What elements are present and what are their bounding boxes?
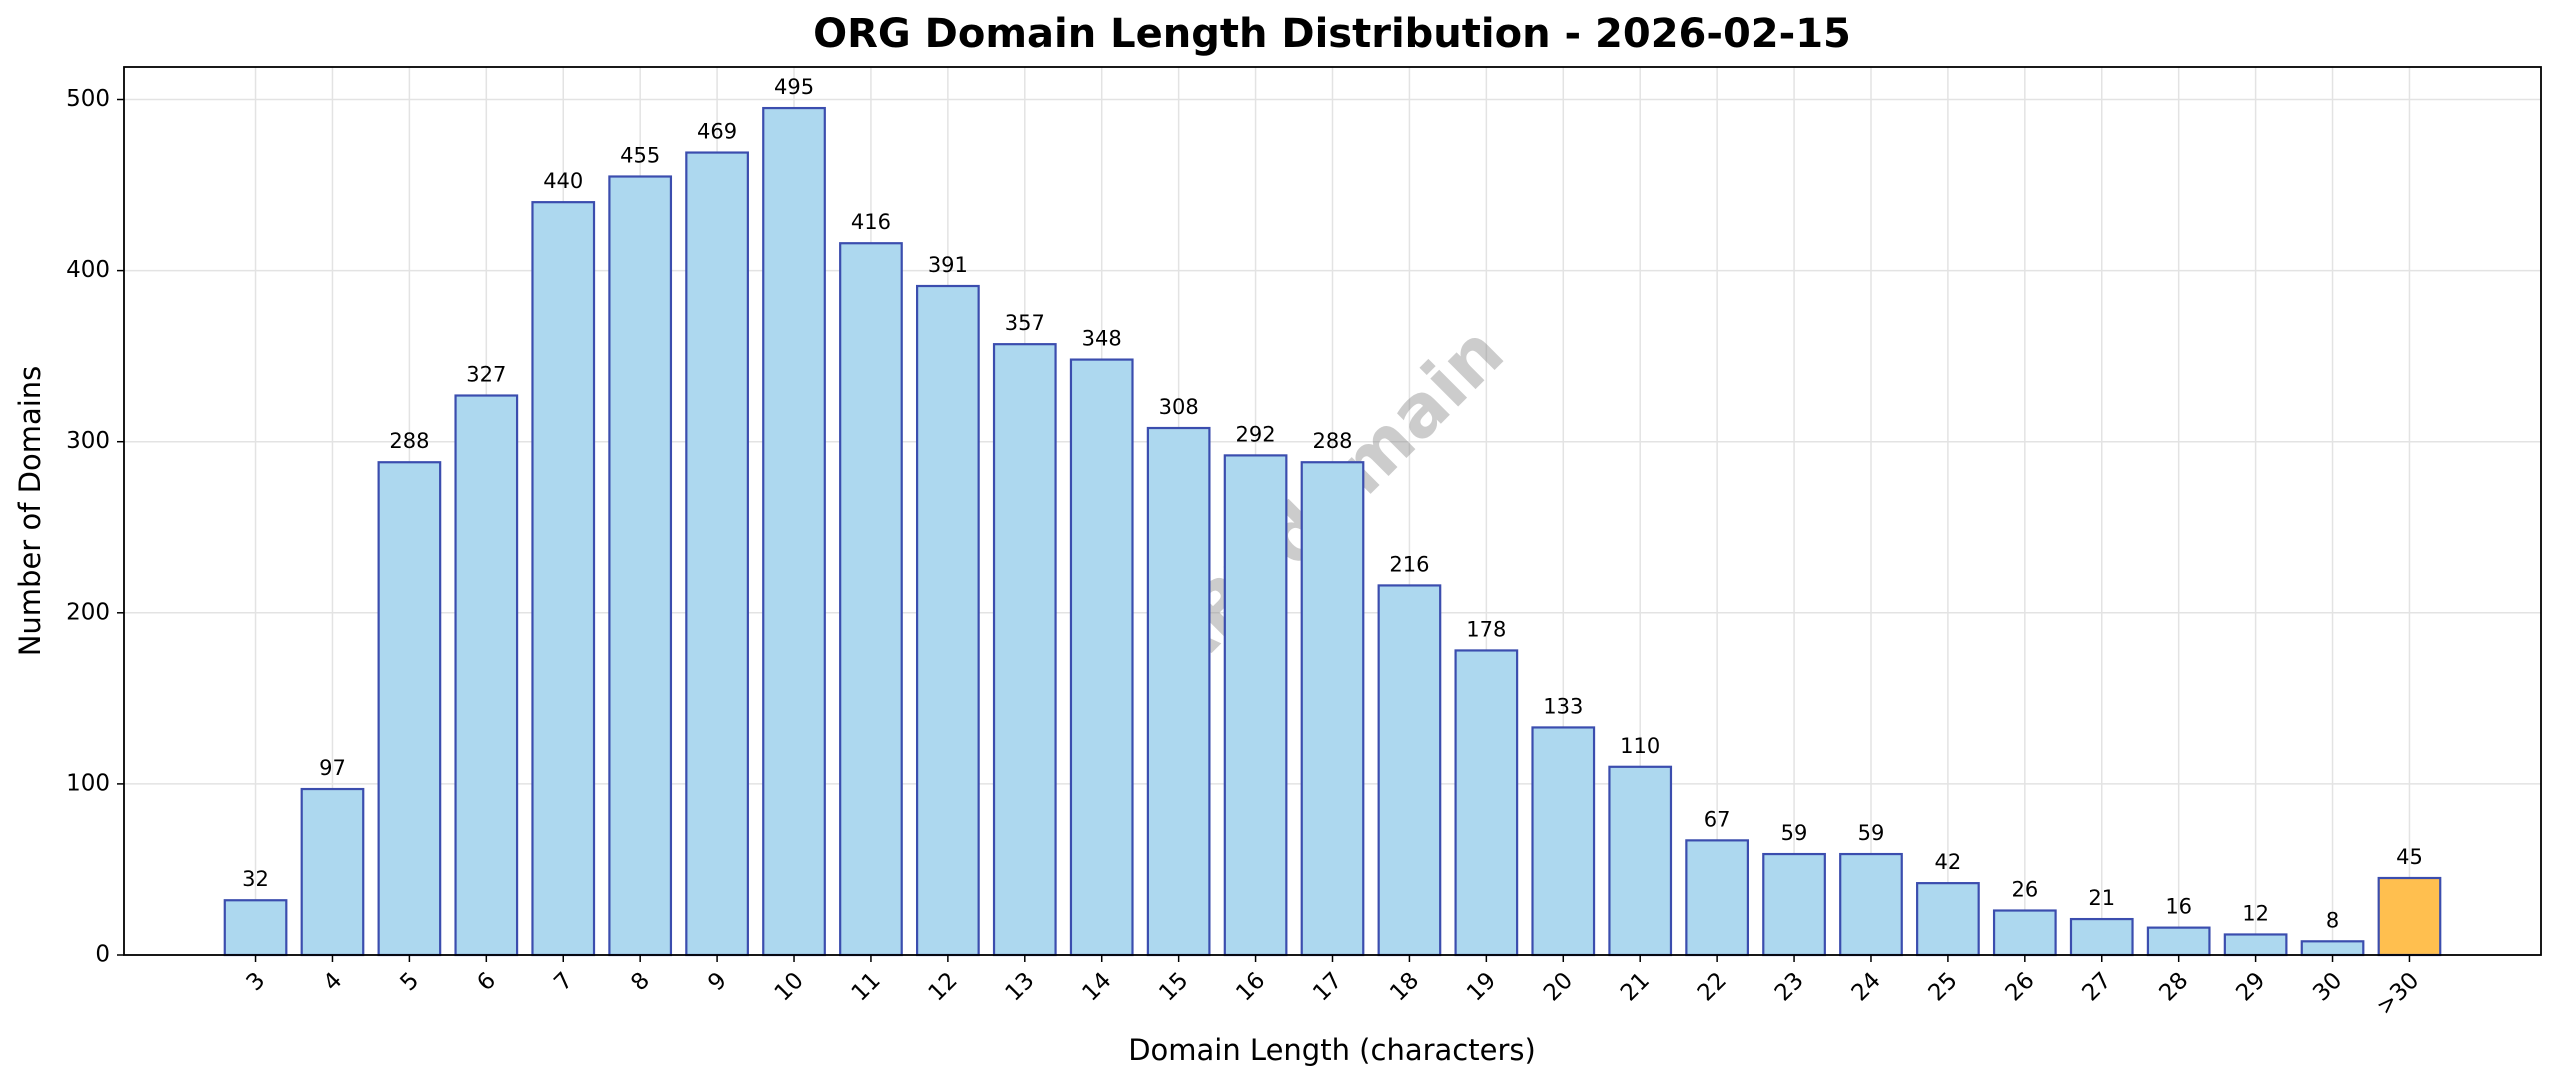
bar [839, 242, 903, 957]
y-tick-label: 500 [66, 86, 110, 112]
bar [1223, 454, 1288, 957]
value-label: 97 [319, 756, 346, 780]
bar [685, 151, 749, 957]
value-label: 308 [1159, 395, 1199, 419]
value-label: 16 [2165, 895, 2192, 919]
bar [1685, 839, 1749, 957]
bar [2377, 876, 2442, 957]
bar [2069, 917, 2134, 957]
bar [531, 201, 596, 957]
bar [1454, 649, 1519, 957]
bar [1608, 765, 1673, 957]
bar [1377, 584, 1442, 957]
bar [2146, 926, 2211, 957]
plot-frame [123, 66, 2542, 956]
bar [1762, 852, 1826, 957]
value-label: 288 [1312, 429, 1352, 453]
bar [608, 175, 673, 957]
chart-title: ORG Domain Length Distribution - 2026-02… [813, 11, 1851, 57]
bar [1992, 909, 2057, 957]
value-label: 327 [466, 363, 506, 387]
value-label: 416 [851, 210, 891, 234]
value-label: 216 [1389, 552, 1429, 576]
bar [454, 394, 519, 957]
bar [300, 787, 365, 957]
value-label: 440 [543, 169, 583, 193]
value-label: 59 [1781, 821, 1808, 845]
bar [1146, 426, 1211, 957]
value-label: 12 [2242, 901, 2269, 925]
bar [1300, 461, 1365, 957]
bar [223, 899, 288, 957]
value-label: 26 [2011, 878, 2038, 902]
value-label: 178 [1466, 617, 1506, 641]
y-tick-label: 200 [66, 599, 110, 625]
value-label: 455 [620, 144, 660, 168]
bar [1839, 852, 1903, 957]
value-label: 21 [2088, 886, 2115, 910]
value-label: 32 [242, 867, 269, 891]
bar [377, 461, 442, 957]
bar [1069, 358, 1134, 957]
x-axis-label: Domain Length (characters) [1128, 1033, 1536, 1067]
y-tick-label: 100 [66, 770, 110, 796]
bar [1916, 882, 1980, 957]
value-label: 133 [1543, 694, 1583, 718]
value-label: 42 [1935, 850, 1962, 874]
y-tick-label: 400 [66, 257, 110, 283]
bar [1531, 726, 1596, 957]
y-tick-label: 0 [95, 942, 110, 968]
bar [992, 343, 1057, 957]
y-tick-label: 300 [66, 428, 110, 454]
bar [762, 106, 826, 957]
value-label: 110 [1620, 734, 1660, 758]
y-axis-label: Number of Domains [13, 366, 47, 657]
value-label: 45 [2396, 845, 2423, 869]
bar [2300, 940, 2365, 957]
value-label: 348 [1082, 327, 1122, 351]
value-label: 59 [1858, 821, 1885, 845]
value-label: 292 [1236, 422, 1276, 446]
value-label: 67 [1704, 807, 1731, 831]
value-label: 288 [389, 429, 429, 453]
bar [2223, 933, 2288, 957]
value-label: 495 [774, 75, 814, 99]
value-label: 8 [2326, 908, 2339, 932]
value-label: 357 [1005, 311, 1045, 335]
value-label: 469 [697, 120, 737, 144]
value-label: 391 [928, 253, 968, 277]
bar [916, 284, 980, 957]
